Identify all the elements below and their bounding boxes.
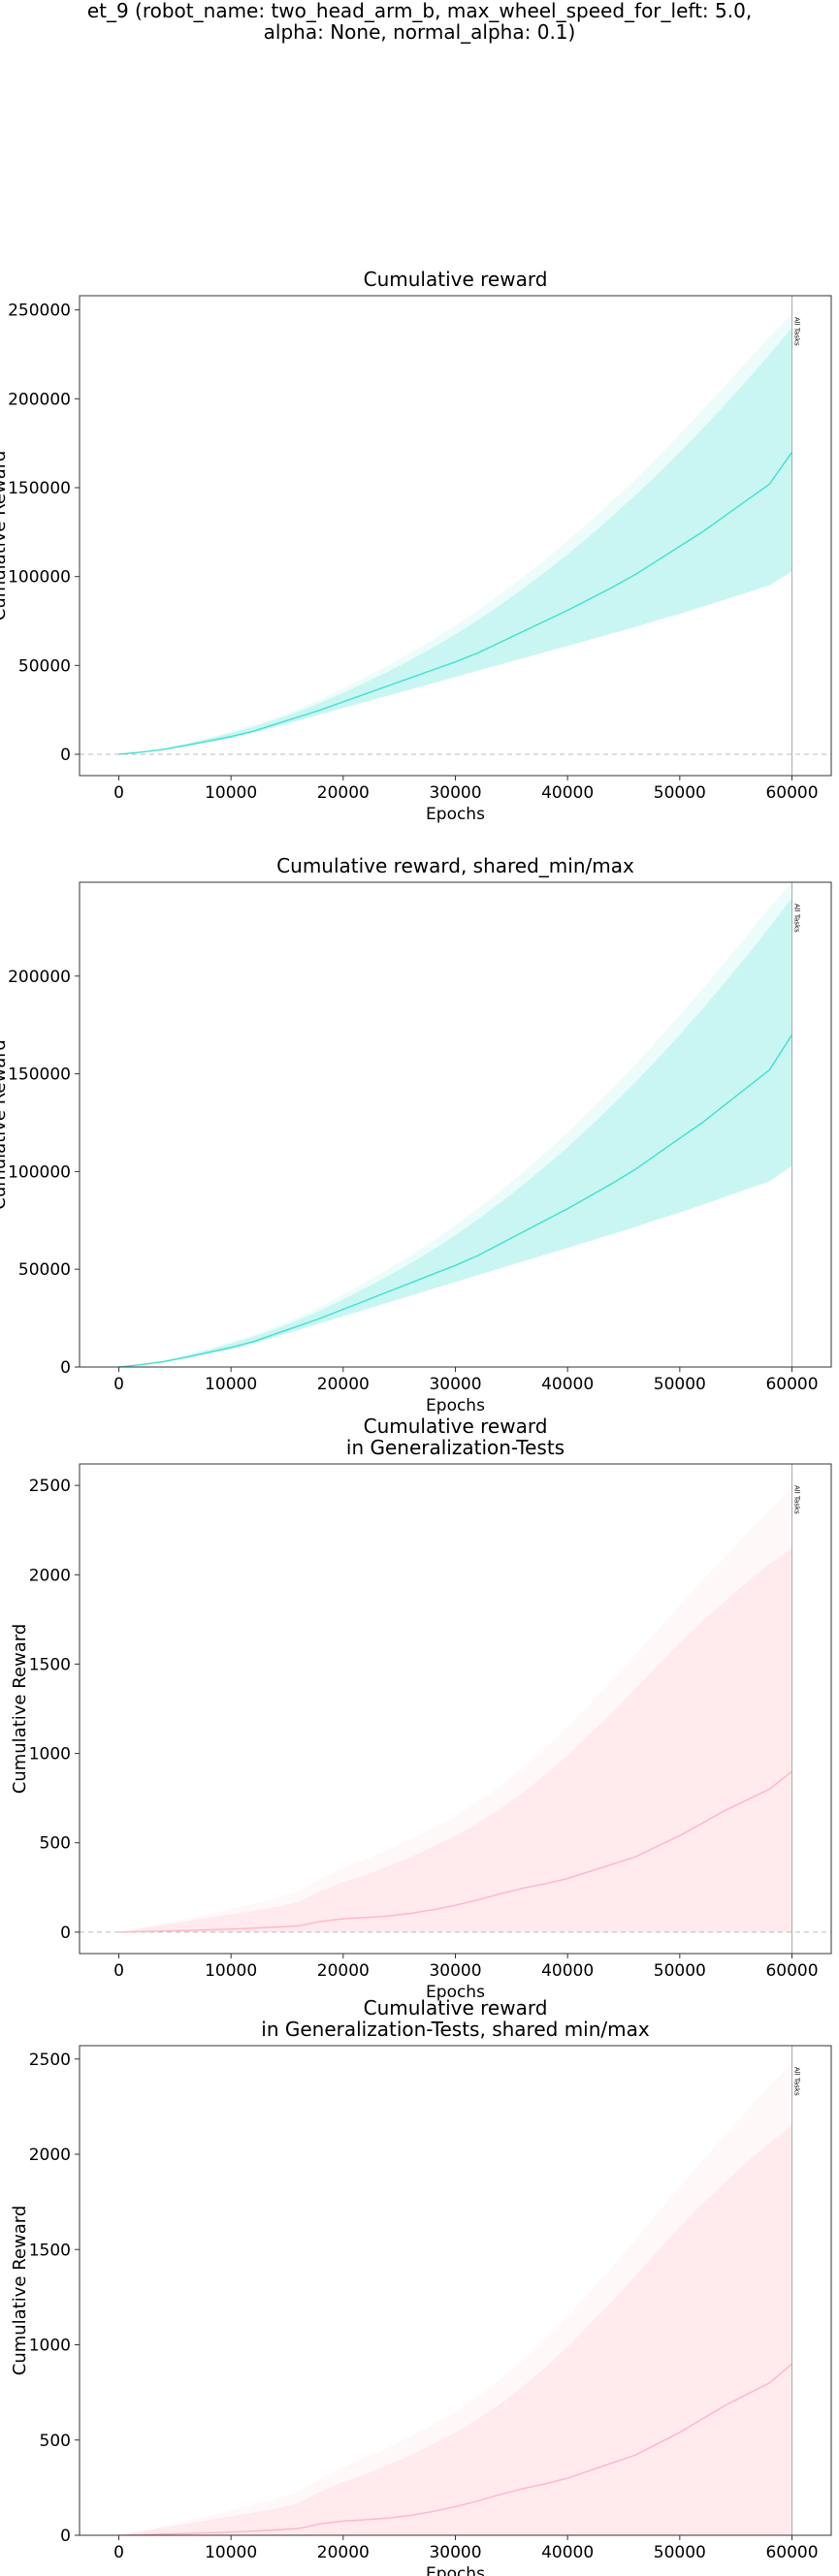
x-tick-label: 50000 (654, 2543, 706, 2562)
x-tick-label: 10000 (205, 2543, 257, 2562)
chart-title: Cumulative reward (364, 1996, 548, 2019)
chart-cumulative-reward: Cumulative reward All Tasks 0 10000 20000 300… (0, 268, 832, 824)
task-vline-label: All Tasks (793, 317, 801, 346)
y-tick-label: 1500 (29, 2241, 71, 2260)
y-tick-label: 1000 (29, 1745, 71, 1765)
mean-line (118, 2363, 792, 2535)
y-tick-label: 2500 (29, 1477, 71, 1496)
range-band-outer (118, 882, 792, 1367)
range-band-inner (118, 1547, 792, 1932)
y-tick-label: 100000 (8, 568, 71, 588)
y-axis-label: Cumulative Reward (10, 2206, 30, 2376)
x-tick-label: 40000 (541, 1375, 594, 1394)
y-tick-label: 2000 (29, 1566, 71, 1585)
y-tick-label: 500 (40, 2432, 71, 2451)
x-tick-label: 30000 (429, 783, 481, 803)
x-tick-label: 50000 (654, 783, 706, 803)
y-tick-label: 100000 (8, 1162, 71, 1182)
range-band-outer (118, 2062, 792, 2535)
suptitle-line-1: et_9 (robot_name: two_head_arm_b, max_wh… (86, 0, 753, 22)
task-vline-label: All Tasks (793, 1485, 801, 1514)
x-axis-label: Epochs (426, 1396, 485, 1415)
y-tick-label: 250000 (8, 302, 71, 321)
x-tick-label: 30000 (429, 2543, 481, 2562)
task-vline-label: All Tasks (793, 904, 801, 933)
x-tick-label: 60000 (765, 1961, 818, 1981)
y-tick-label: 2000 (29, 2146, 71, 2165)
x-tick-label: 50000 (654, 1375, 706, 1394)
range-band-outer (118, 1488, 792, 1932)
suptitle-line-2: alpha: None, normal_alpha: 0.1) (263, 20, 576, 44)
x-tick-label: 60000 (765, 783, 818, 803)
y-tick-label: 0 (60, 746, 71, 765)
task-vline-label: All Tasks (793, 2067, 801, 2096)
x-tick-label: 20000 (317, 2543, 370, 2562)
x-axis-label: Epochs (426, 1983, 485, 2002)
plot-area (118, 2046, 793, 2535)
x-tick-label: 40000 (541, 2543, 594, 2562)
range-band-inner (118, 898, 792, 1367)
y-axis-label: Cumulative Reward (10, 1624, 30, 1795)
range-band-inner (118, 328, 792, 754)
y-tick-label: 200000 (8, 968, 71, 987)
x-tick-label: 0 (113, 783, 124, 803)
y-axis-label: Cumulative Reward (0, 451, 10, 621)
x-tick-label: 0 (113, 1961, 124, 1981)
x-axis-label: Epochs (426, 805, 485, 824)
y-tick-label: 200000 (8, 390, 71, 409)
x-tick-label: 30000 (429, 1375, 481, 1394)
x-tick-label: 40000 (541, 783, 594, 803)
x-tick-label: 10000 (205, 1961, 257, 1981)
y-tick-label: 2500 (29, 2051, 71, 2070)
x-tick-label: 0 (113, 1375, 124, 1394)
chart-cumulative-reward-shared: Cumulative reward, shared_min/max All Tas… (0, 854, 832, 1415)
x-tick-label: 30000 (429, 1961, 481, 1981)
mean-line (118, 1034, 793, 1367)
y-tick-label: 0 (60, 1924, 71, 1943)
x-tick-label: 10000 (205, 1375, 257, 1394)
chart-title: Cumulative reward, shared_min/max (276, 854, 634, 877)
chart-title: Cumulative reward (364, 268, 548, 291)
y-tick-label: 500 (40, 1834, 71, 1854)
y-tick-label: 1500 (29, 1655, 71, 1674)
figure-suptitle: et_9 (robot_name: two_head_arm_b, max_wh… (0, 0, 839, 43)
range-band-inner (118, 2125, 792, 2535)
chart-title: in Generalization-Tests (346, 1436, 565, 1459)
y-tick-label: 1000 (29, 2337, 71, 2356)
y-tick-label: 150000 (8, 479, 71, 498)
x-tick-label: 0 (113, 2543, 124, 2562)
x-tick-label: 60000 (765, 1375, 818, 1394)
range-band-outer (118, 313, 792, 754)
x-tick-label: 40000 (541, 1961, 594, 1981)
plot-area (80, 1464, 831, 1954)
x-tick-label: 20000 (317, 1961, 370, 1981)
x-tick-label: 20000 (317, 783, 370, 803)
chart-title: Cumulative reward (364, 1415, 548, 1438)
y-tick-label: 150000 (8, 1065, 71, 1085)
x-tick-label: 10000 (205, 783, 257, 803)
mean-line (118, 451, 793, 755)
y-tick-label: 50000 (18, 656, 71, 676)
y-axis-label: Cumulative Reward (0, 1039, 10, 1210)
plot-area (80, 296, 831, 776)
y-tick-label: 0 (60, 1358, 71, 1378)
chart-title: in Generalization-Tests, shared min/max (261, 2018, 650, 2041)
y-tick-label: 0 (60, 2527, 71, 2546)
mean-line (118, 1770, 792, 1933)
x-tick-label: 50000 (654, 1961, 706, 1981)
y-tick-label: 50000 (18, 1260, 71, 1280)
x-axis-label: Epochs (426, 2564, 485, 2576)
x-tick-label: 60000 (765, 2543, 818, 2562)
x-tick-label: 20000 (317, 1375, 370, 1394)
plot-area (118, 882, 793, 1367)
